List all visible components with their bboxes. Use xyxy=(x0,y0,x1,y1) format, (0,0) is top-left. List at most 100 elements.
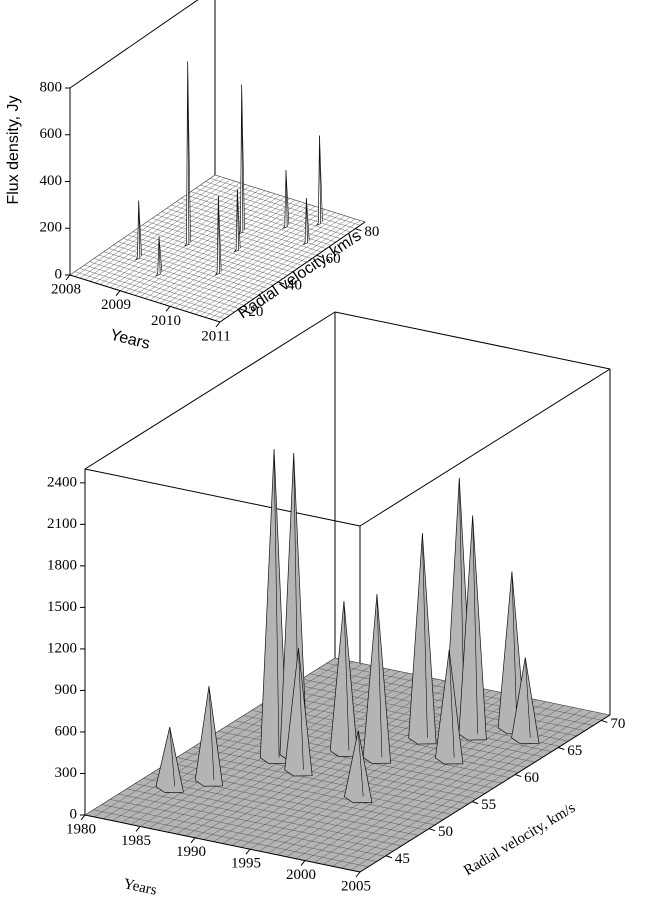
mesh-line xyxy=(190,191,341,239)
box-edge xyxy=(359,368,611,527)
x-tick xyxy=(215,321,221,328)
mesh-line xyxy=(205,181,356,229)
x-tick xyxy=(355,871,361,878)
peak xyxy=(183,61,190,247)
peak xyxy=(155,236,161,277)
peak-ridge xyxy=(158,236,163,272)
peak-ridge xyxy=(273,449,280,758)
y-tick xyxy=(515,774,522,778)
z-tick-label: 400 xyxy=(40,173,63,189)
y-tick-label: 45 xyxy=(395,851,410,867)
z-tick-label: 800 xyxy=(40,79,63,95)
x-tick xyxy=(245,848,251,855)
mesh-line xyxy=(214,220,361,321)
box-edge xyxy=(84,468,361,527)
mesh-line xyxy=(209,218,356,320)
peak xyxy=(302,197,308,246)
x-tick-label: 1985 xyxy=(121,833,151,849)
y-tick-label: 20 xyxy=(248,304,263,320)
peak-ridge xyxy=(448,650,455,758)
y-tick-label: 65 xyxy=(567,743,582,759)
x-tick-label: 2010 xyxy=(151,313,181,329)
z-tick-label: 0 xyxy=(55,266,63,282)
peak-ridge xyxy=(357,730,364,797)
peak xyxy=(284,648,313,777)
peak-ridge xyxy=(511,571,518,728)
z-tick-label: 300 xyxy=(55,765,78,781)
peak xyxy=(344,730,373,804)
y-tick xyxy=(239,308,246,312)
mesh-line xyxy=(204,217,351,318)
x-tick xyxy=(115,290,121,296)
y-tick xyxy=(355,228,362,232)
peak xyxy=(214,195,220,276)
z-tick-label: 0 xyxy=(70,806,78,822)
peak xyxy=(511,657,540,745)
y-tick xyxy=(601,719,608,723)
z-tick-label: 600 xyxy=(55,723,78,739)
box-edge xyxy=(334,311,611,370)
y-tick-label: 70 xyxy=(610,716,625,732)
y-tick-label: 80 xyxy=(364,224,379,240)
peak-ridge xyxy=(237,189,241,248)
peak-ridge xyxy=(306,197,310,241)
x-tick xyxy=(165,306,171,312)
z-tick-label: 600 xyxy=(40,126,63,142)
x-tick-label: 2005 xyxy=(341,878,371,894)
x-tick-label: 1980 xyxy=(66,821,96,837)
y-axis-label: Radial velocity, km/s xyxy=(461,800,578,879)
peak xyxy=(233,189,239,253)
z-tick-label: 1800 xyxy=(47,557,77,573)
y-tick-label: 60 xyxy=(326,251,341,267)
x-tick xyxy=(190,837,196,844)
mesh-line xyxy=(200,184,351,233)
y-tick xyxy=(428,828,436,832)
x-axis-label: Years xyxy=(108,327,151,353)
x-tick-label: 2009 xyxy=(101,297,131,313)
peak xyxy=(282,170,288,230)
peak-ridge xyxy=(208,686,215,780)
y-tick-label: 40 xyxy=(287,277,302,293)
y-tick xyxy=(385,855,393,859)
box-edge xyxy=(84,311,336,470)
peak-ridge xyxy=(298,648,304,770)
peak xyxy=(408,533,437,745)
z-axis-label: Flux density, Jy xyxy=(5,95,22,204)
peak-ridge xyxy=(472,515,478,734)
y-tick-label: 50 xyxy=(438,824,453,840)
x-tick xyxy=(65,274,71,281)
mesh-line xyxy=(350,712,601,871)
peak xyxy=(315,135,322,227)
box-edge xyxy=(69,0,199,89)
x-tick-label: 2011 xyxy=(201,328,230,344)
mesh-line xyxy=(332,709,583,867)
peak-ridge xyxy=(343,601,350,751)
y-tick xyxy=(558,747,565,750)
z-tick-label: 2400 xyxy=(47,474,77,490)
y-tick xyxy=(277,281,285,285)
z-tick-label: 200 xyxy=(40,220,63,236)
x-tick xyxy=(80,814,86,821)
y-tick-label: 55 xyxy=(481,797,496,813)
z-tick-label: 1500 xyxy=(47,599,77,615)
x-tick-label: 1995 xyxy=(231,856,261,872)
peak xyxy=(458,515,487,741)
x-tick xyxy=(300,860,306,866)
peak-ridge xyxy=(138,200,142,256)
y-tick-label: 60 xyxy=(524,770,539,786)
x-axis xyxy=(84,814,361,873)
y-tick xyxy=(316,254,323,258)
peak-ridge xyxy=(524,657,531,738)
z-tick-label: 900 xyxy=(55,682,78,698)
peak-ridge xyxy=(187,61,191,243)
peak xyxy=(362,594,392,764)
z-tick-label: 1200 xyxy=(47,640,77,656)
peak xyxy=(194,686,224,787)
y-axis xyxy=(219,221,366,323)
mesh-line xyxy=(199,215,346,316)
x-tick-label: 2000 xyxy=(286,867,316,883)
z-tick-label: 2100 xyxy=(47,516,77,532)
x-axis xyxy=(69,274,221,323)
peak-ridge xyxy=(376,594,383,758)
x-tick-label: 1990 xyxy=(176,844,206,860)
